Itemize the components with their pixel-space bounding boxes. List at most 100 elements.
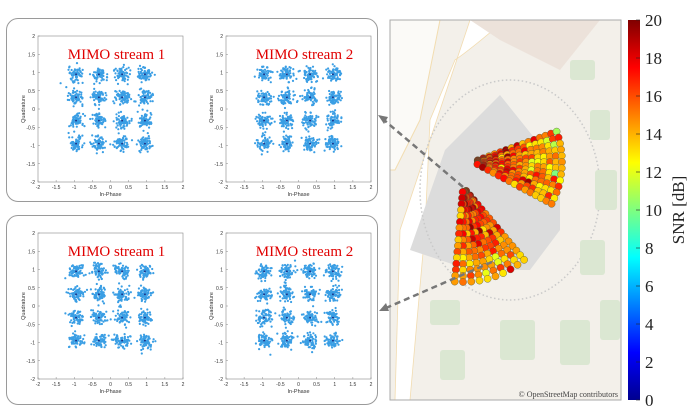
data-point [286, 67, 289, 70]
data-point [127, 290, 130, 293]
x-tick-label: -2 [36, 185, 41, 191]
data-point [97, 126, 100, 129]
x-tick-label: -0.5 [88, 185, 97, 191]
data-point [318, 288, 321, 291]
data-point [141, 121, 144, 124]
data-point [266, 97, 270, 100]
data-point [306, 271, 309, 274]
data-point [332, 93, 335, 96]
data-point [138, 72, 141, 75]
data-point [305, 136, 308, 139]
data-point [281, 73, 285, 77]
data-point [138, 293, 141, 297]
reference-point [98, 293, 100, 296]
data-point [301, 94, 304, 97]
data-point [340, 117, 343, 120]
data-point [281, 142, 284, 145]
data-point [75, 265, 78, 268]
data-point [78, 147, 81, 150]
reference-point [144, 142, 146, 145]
data-point [130, 119, 133, 122]
y-tick-label: 1.5 [216, 52, 223, 58]
reference-point [309, 339, 311, 342]
data-point [287, 137, 291, 140]
data-point [335, 120, 338, 123]
data-point [272, 95, 275, 98]
reference-point [309, 316, 311, 319]
data-point [119, 288, 122, 291]
data-point [75, 346, 78, 349]
data-point [304, 111, 307, 114]
data-point [320, 320, 323, 323]
data-point [122, 97, 125, 100]
data-point [89, 96, 92, 99]
data-point [97, 123, 100, 126]
data-point [98, 140, 101, 144]
data-point [133, 100, 136, 103]
data-point [149, 111, 152, 115]
data-point [269, 123, 272, 126]
data-point [79, 319, 82, 322]
data-point [147, 78, 151, 81]
data-point [142, 333, 146, 336]
data-point [281, 310, 284, 313]
data-point [261, 79, 264, 82]
data-point [282, 135, 285, 138]
data-point [128, 120, 131, 123]
data-point [148, 72, 151, 75]
data-point [125, 97, 129, 100]
data-point [288, 93, 291, 96]
data-point [122, 102, 125, 105]
data-point [123, 335, 126, 338]
data-point [278, 314, 281, 317]
data-point [114, 342, 117, 345]
data-point [312, 297, 315, 300]
data-point [309, 333, 312, 336]
x-tick-label: 1.5 [349, 185, 356, 191]
data-point [146, 109, 149, 112]
data-point [336, 76, 339, 79]
data-point [126, 288, 129, 291]
data-point [303, 89, 306, 92]
data-point [283, 119, 286, 123]
data-point [94, 120, 98, 123]
data-point [138, 64, 142, 67]
data-point [313, 268, 316, 271]
data-point [139, 267, 143, 270]
data-point [147, 322, 150, 325]
data-point [304, 127, 307, 130]
data-point [100, 262, 103, 265]
data-point [93, 77, 96, 80]
data-point [142, 323, 145, 326]
data-point [258, 119, 261, 122]
data-point [281, 116, 284, 119]
data-point [120, 285, 123, 288]
data-point [98, 323, 101, 326]
data-point [123, 80, 126, 83]
data-point [259, 94, 262, 97]
data-point [268, 272, 271, 275]
data-point [295, 77, 298, 80]
data-point [122, 116, 125, 119]
data-point [329, 143, 332, 146]
data-point [280, 120, 283, 123]
data-point [81, 81, 84, 84]
data-point [262, 331, 265, 334]
data-point [99, 116, 102, 119]
data-point [285, 147, 288, 150]
data-point [292, 269, 295, 272]
data-point [309, 268, 312, 271]
data-point [267, 71, 270, 74]
data-point [119, 143, 122, 146]
data-point [74, 290, 77, 293]
data-point [82, 112, 85, 116]
data-point [285, 287, 288, 290]
data-point [263, 116, 267, 119]
data-point [95, 282, 98, 286]
data-point [100, 316, 103, 319]
data-point [290, 317, 293, 320]
reference-point [332, 316, 334, 319]
data-point [258, 320, 261, 323]
data-point [142, 315, 145, 318]
data-point [305, 78, 308, 81]
